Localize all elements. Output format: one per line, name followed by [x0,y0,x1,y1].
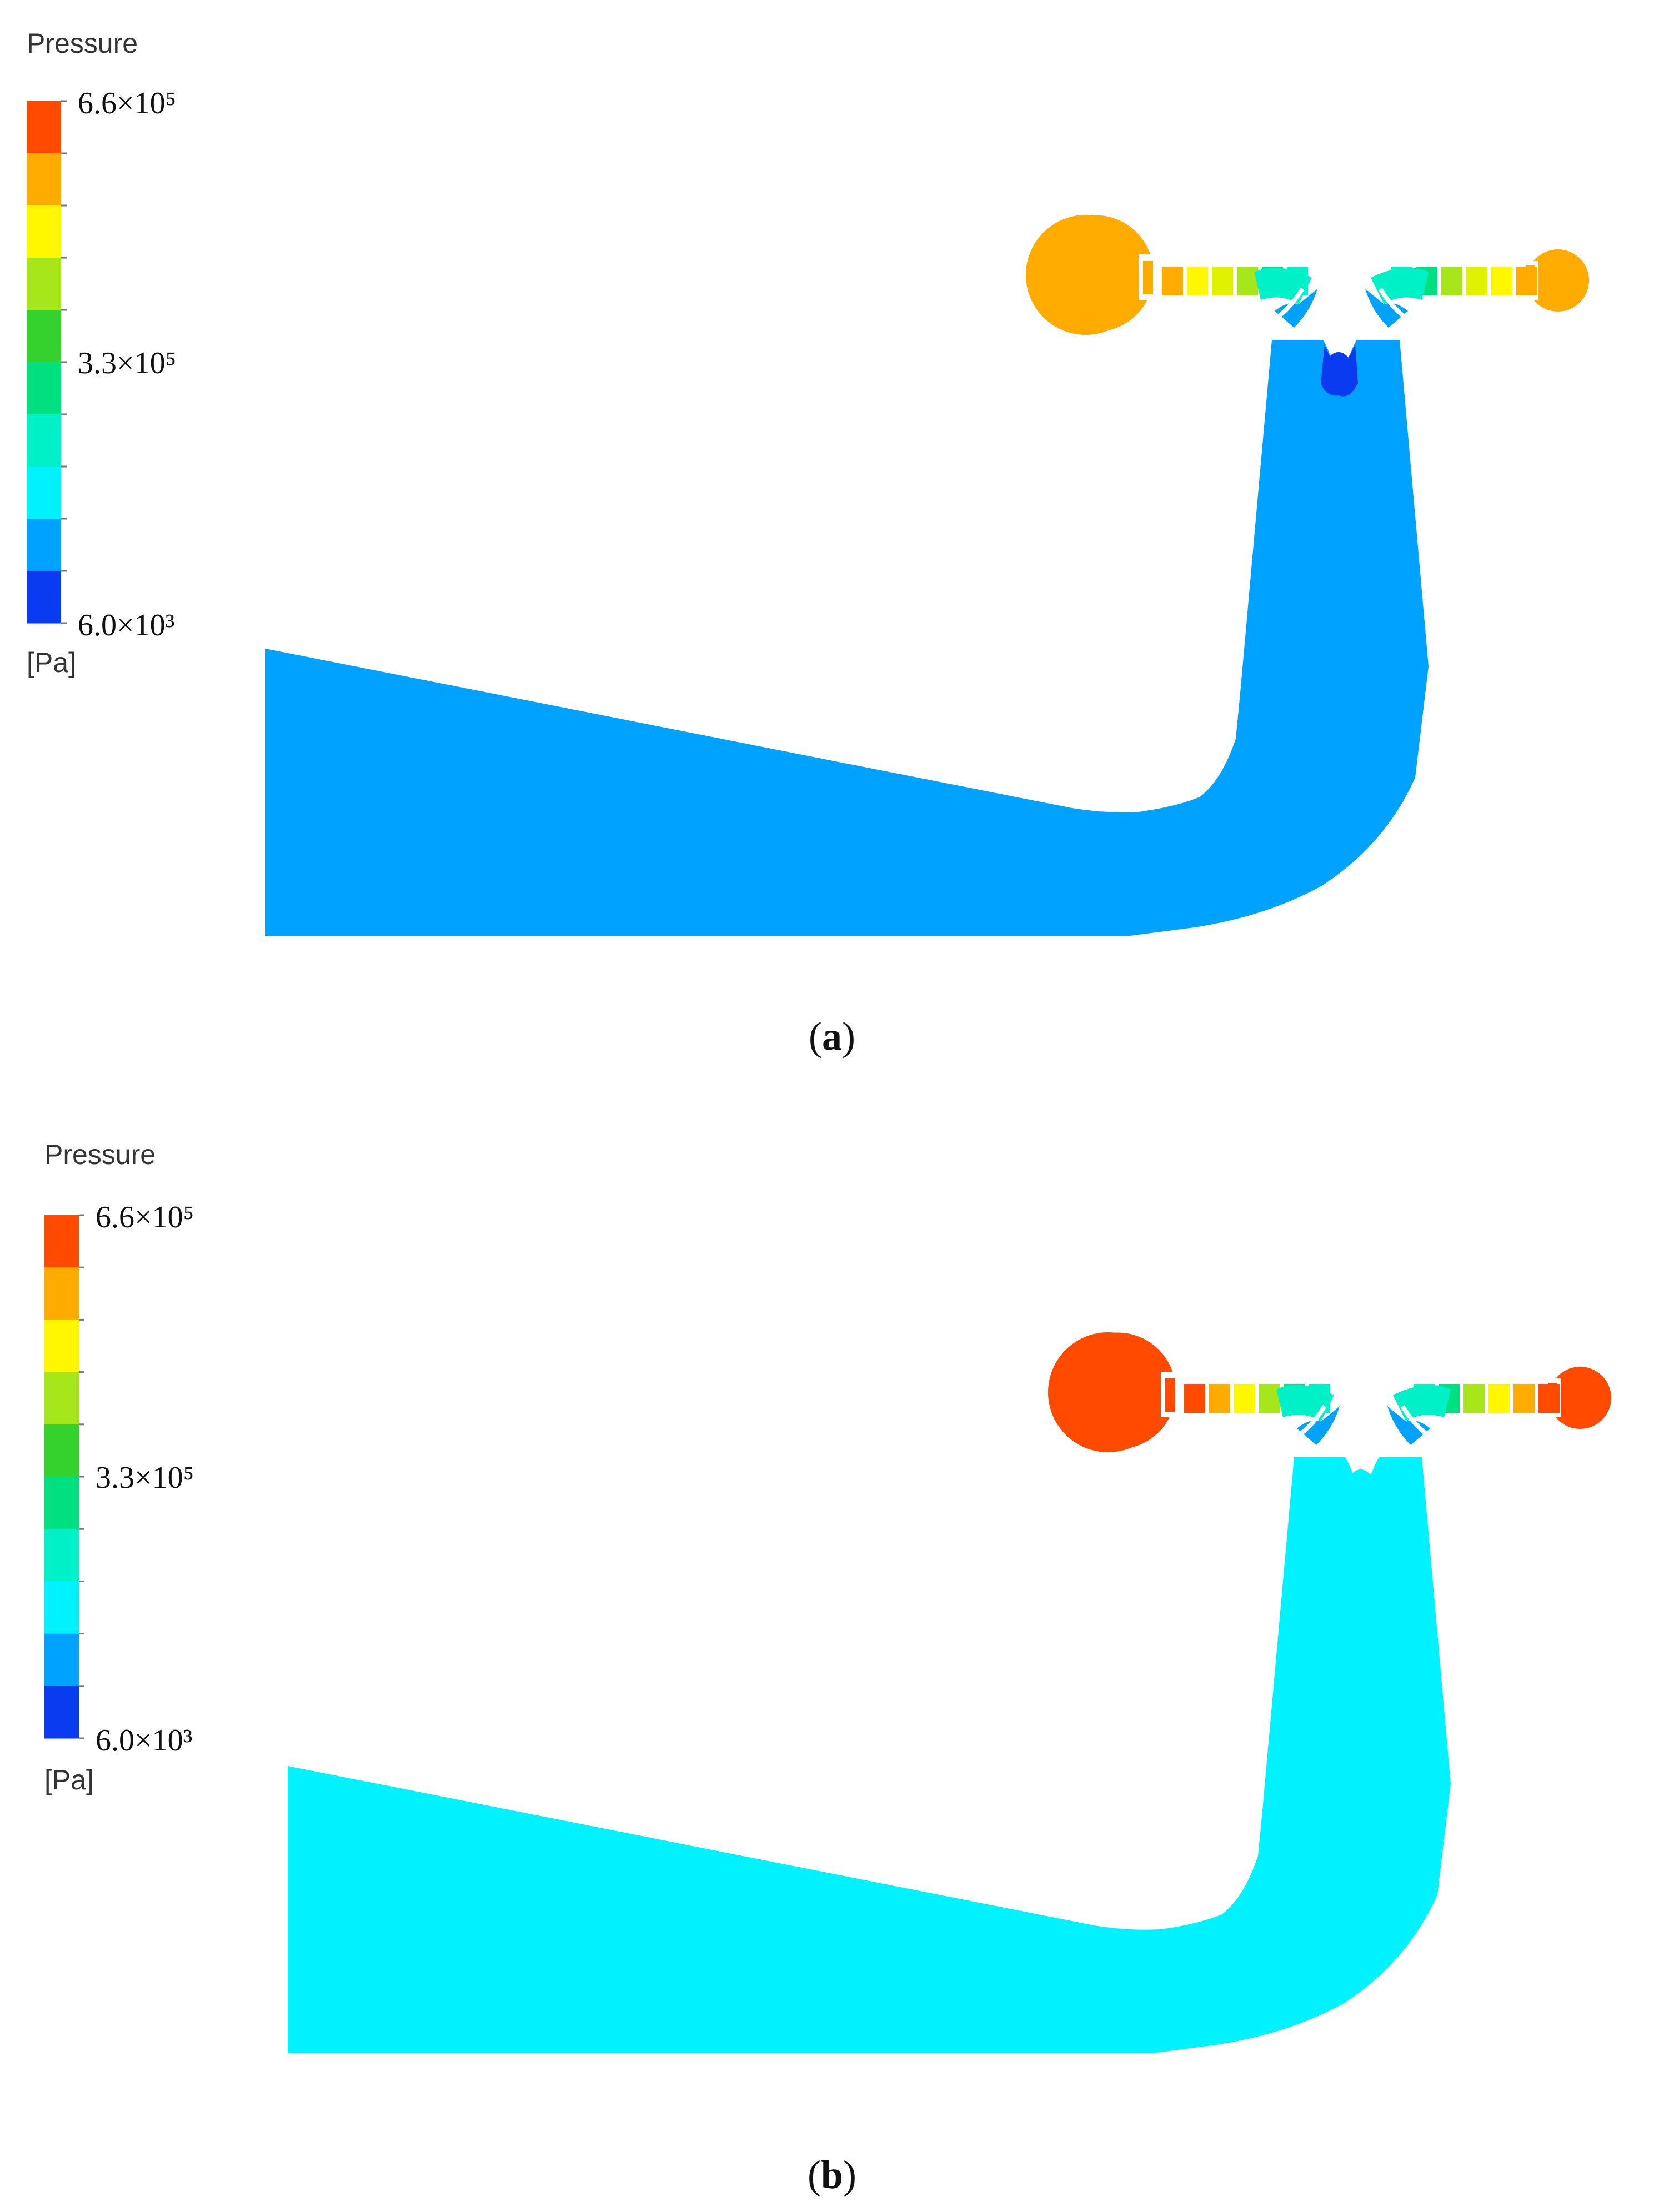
turbine-geometry [265,215,1589,936]
channel-segment [1463,1384,1485,1413]
legend-band [27,519,61,571]
channel-segment [1259,1384,1280,1413]
channel-segment [1441,267,1462,295]
pressure-legend: Pressure 6.6×10⁵ 3.3×10⁵ 6.0×10³[Pa] [44,1139,194,1795]
legend-band [27,467,61,519]
elbow-divider [1292,1405,1327,1441]
legend-band [44,1372,79,1425]
legend-band [44,1267,79,1320]
legend-mid-label: 3.3×10⁵ [96,1461,194,1495]
legend-band [44,1686,79,1739]
legend-mid-label: 3.3×10⁵ [78,346,176,380]
channel-segment [1234,1384,1255,1413]
right-chamber [1549,1367,1611,1429]
draft-tube-body [288,1457,1451,2053]
legend-band [44,1633,79,1687]
legend-band [27,571,61,624]
channel-segment [1513,1384,1535,1413]
legend-band [44,1320,79,1373]
panel-caption: (a) [809,1014,855,1059]
caption-close: ) [842,1014,855,1059]
legend-title: Pressure [44,1139,156,1170]
legend-band [44,1581,79,1634]
panel-b: Pressure 6.6×10⁵ 3.3×10⁵ 6.0×10³[Pa] (b) [44,1139,1611,2197]
legend-title: Pressure [27,28,138,59]
left-chamber-disc [1048,1332,1168,1452]
left-chamber-disc [1026,215,1146,335]
right-elbow [1393,1385,1451,1422]
legend-band [44,1529,79,1582]
legend-min-label: 6.0×10³ [96,1723,192,1758]
pressure-legend: Pressure 6.6×10⁵ 3.3×10⁵ 6.0×10³[Pa] [27,28,176,678]
throat-core-bulb [1346,1469,1375,1512]
caption-letter: b [821,2153,843,2197]
channel-segment [1488,1384,1510,1413]
left-elbow-lower [1297,1406,1340,1445]
legend-unit: [Pa] [27,647,76,678]
channel-segment [1212,267,1233,295]
turbine-geometry [288,1332,1611,2053]
legend-band [44,1477,79,1529]
runner-notch [1316,1428,1408,1501]
channel-segment [1237,267,1258,295]
throat-core-bulb [1324,352,1353,394]
channel-segment [1209,1384,1230,1413]
legend-band [27,258,61,310]
legend-unit: [Pa] [44,1764,94,1795]
caption-open: ( [808,2153,821,2197]
legend-max-label: 6.6×10⁵ [96,1200,194,1235]
legend-band [27,153,61,206]
legend-min-label: 6.0×10³ [78,608,174,643]
elbow-divider [1400,1405,1435,1441]
legend-band [27,414,61,467]
legend-band [44,1215,79,1268]
left-port-flange [1165,1378,1175,1412]
runner-notch [1294,311,1386,383]
channel-segment [1466,267,1487,295]
right-chamber [1527,249,1589,312]
left-port-flange [1143,261,1153,294]
right-elbow-lower [1365,289,1408,328]
elbow-divider [1270,287,1305,323]
elbow-divider [1378,287,1412,323]
channel-segment [1538,1384,1560,1413]
legend-band [44,1424,79,1477]
channel-segment [1187,267,1208,295]
channel-segment [1162,267,1183,295]
legend-band [27,205,61,258]
channel-segment [1491,267,1512,295]
panel-a: Pressure 6.6×10⁵ 3.3×10⁵ 6.0×10³[Pa] (a) [27,28,1589,1059]
right-elbow [1371,268,1429,304]
caption-letter: a [822,1014,842,1059]
legend-max-label: 6.6×10⁵ [78,86,176,121]
panel-caption: (b) [808,2153,856,2197]
caption-open: ( [809,1014,822,1059]
right-elbow-lower [1387,1406,1430,1445]
draft-tube-body [265,340,1429,936]
caption-close: ) [843,2153,856,2197]
legend-band [27,101,61,154]
left-elbow-lower [1275,289,1317,328]
legend-band [27,362,61,415]
channel-segment [1516,267,1537,295]
channel-segment [1184,1384,1205,1413]
legend-band [27,310,61,363]
